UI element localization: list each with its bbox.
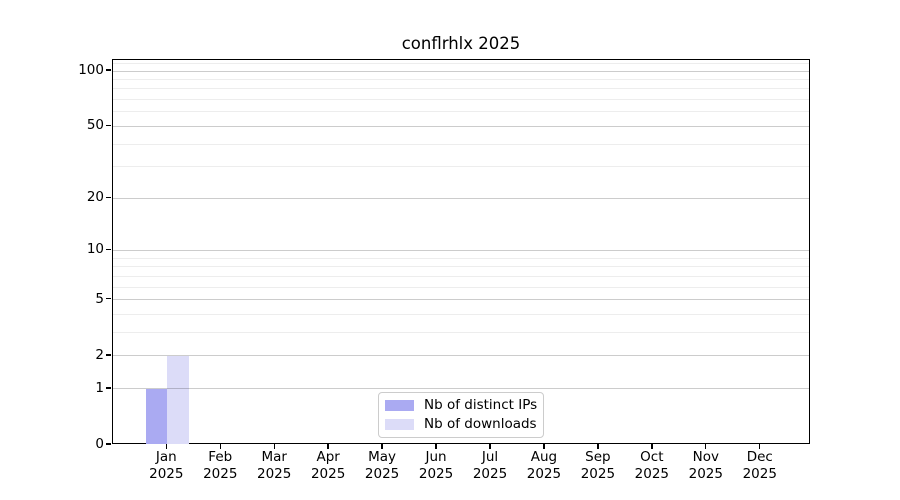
legend: Nb of distinct IPs Nb of downloads [378,392,545,438]
gridline-minor-4 [113,314,809,316]
x-tick-label-feb-2025: Feb 2025 [180,449,260,482]
y-tick-1 [106,387,111,389]
x-tick-aug-2025 [543,444,545,449]
x-tick-jan-2025 [165,444,167,449]
legend-label-distinct-ips: Nb of distinct IPs [424,397,538,413]
y-tick-50 [106,124,111,127]
y-tick-label-100: 100 [78,61,104,78]
x-tick-label-jun-2025: Jun 2025 [396,449,476,482]
chart-title: conflrhlx 2025 [401,34,521,53]
x-tick-jul-2025 [489,444,491,449]
gridline-minor-90 [113,78,809,80]
y-tick-label-0: 0 [95,435,104,452]
gridline-minor-40 [113,143,809,145]
x-tick-oct-2025 [651,444,653,449]
gridline-1 [113,388,809,390]
gridline-minor-60 [113,111,809,113]
x-tick-month: Apr [316,449,340,465]
x-tick-year: 2025 [688,465,723,482]
x-tick-mar-2025 [273,444,275,449]
gridline-20 [113,197,809,199]
y-tick-100 [106,69,111,71]
gridline-100 [113,70,809,72]
x-tick-label-dec-2025: Dec 2025 [720,449,800,482]
legend-label-downloads: Nb of downloads [424,416,537,432]
y-tick-label-20: 20 [86,189,104,206]
x-tick-label-may-2025: May 2025 [342,449,422,482]
x-tick-year: 2025 [580,465,616,482]
x-tick-month: Oct [640,449,664,465]
x-tick-month: Aug [530,449,558,465]
legend-item-distinct-ips: Nb of distinct IPs [385,398,537,413]
x-tick-label-oct-2025: Oct 2025 [612,449,692,482]
legend-swatch-downloads [385,419,414,430]
x-tick-year: 2025 [634,465,670,482]
gridline-2 [113,355,809,357]
x-tick-sep-2025 [597,444,599,449]
y-tick-10 [106,248,111,251]
x-tick-month: Jun [425,449,447,465]
gridline-minor-30 [113,166,809,168]
gridline-minor-9 [113,257,809,259]
x-tick-feb-2025 [219,444,221,449]
x-tick-month: Mar [261,449,287,465]
bar-nb-of-downloads-jan-2025 [167,355,189,445]
x-tick-year: 2025 [310,465,346,482]
x-tick-month: Jul [481,449,499,465]
gridline-minor-3 [113,332,809,334]
y-tick-label-2: 2 [95,346,104,363]
x-tick-label-jul-2025: Jul 2025 [450,449,530,482]
x-tick-label-aug-2025: Aug 2025 [504,449,584,482]
x-tick-month: Dec [746,449,773,465]
y-tick-label-50: 50 [86,117,104,134]
gridline-minor-110 [113,62,809,64]
y-tick-label-10: 10 [86,241,104,258]
gridline-minor-6 [113,286,809,288]
plot-area [112,59,810,445]
x-tick-label-nov-2025: Nov 2025 [666,449,746,482]
x-tick-nov-2025 [705,444,707,449]
x-tick-month: Nov [692,449,719,465]
y-tick-2 [106,354,111,356]
x-tick-year: 2025 [418,465,454,482]
y-tick-20 [106,196,111,198]
legend-swatch-distinct-ips [385,400,414,411]
x-tick-year: 2025 [742,465,777,482]
gridline-10 [113,250,809,252]
bar-nb-of-distinct-ips-jan-2025 [146,388,168,445]
x-tick-year: 2025 [472,465,508,482]
x-tick-label-jan-2025: Jan 2025 [126,449,206,482]
y-tick-label-1: 1 [95,379,104,396]
legend-item-downloads: Nb of downloads [385,417,537,432]
gridline-minor-8 [113,266,809,268]
x-tick-month: Jan [155,449,177,465]
y-tick-5 [106,298,111,300]
x-tick-year: 2025 [526,465,562,482]
gridline-minor-7 [113,275,809,277]
x-tick-may-2025 [381,444,383,449]
x-tick-year: 2025 [257,465,292,482]
x-tick-month: Feb [208,449,233,465]
x-tick-year: 2025 [203,465,238,482]
x-tick-label-apr-2025: Apr 2025 [288,449,368,482]
gridline-50 [113,125,809,127]
gridline-minor-80 [113,88,809,90]
x-tick-label-sep-2025: Sep 2025 [558,449,638,482]
x-tick-month: May [368,449,397,465]
gridline-5 [113,299,809,301]
y-tick-label-5: 5 [95,290,104,307]
x-tick-jun-2025 [435,444,437,449]
x-tick-year: 2025 [364,465,400,482]
x-tick-dec-2025 [759,444,761,449]
gridline-minor-70 [113,99,809,101]
x-tick-apr-2025 [327,444,329,449]
x-tick-year: 2025 [149,465,184,482]
y-tick-0 [106,443,111,445]
x-tick-label-mar-2025: Mar 2025 [234,449,314,482]
x-tick-month: Sep [585,449,611,465]
